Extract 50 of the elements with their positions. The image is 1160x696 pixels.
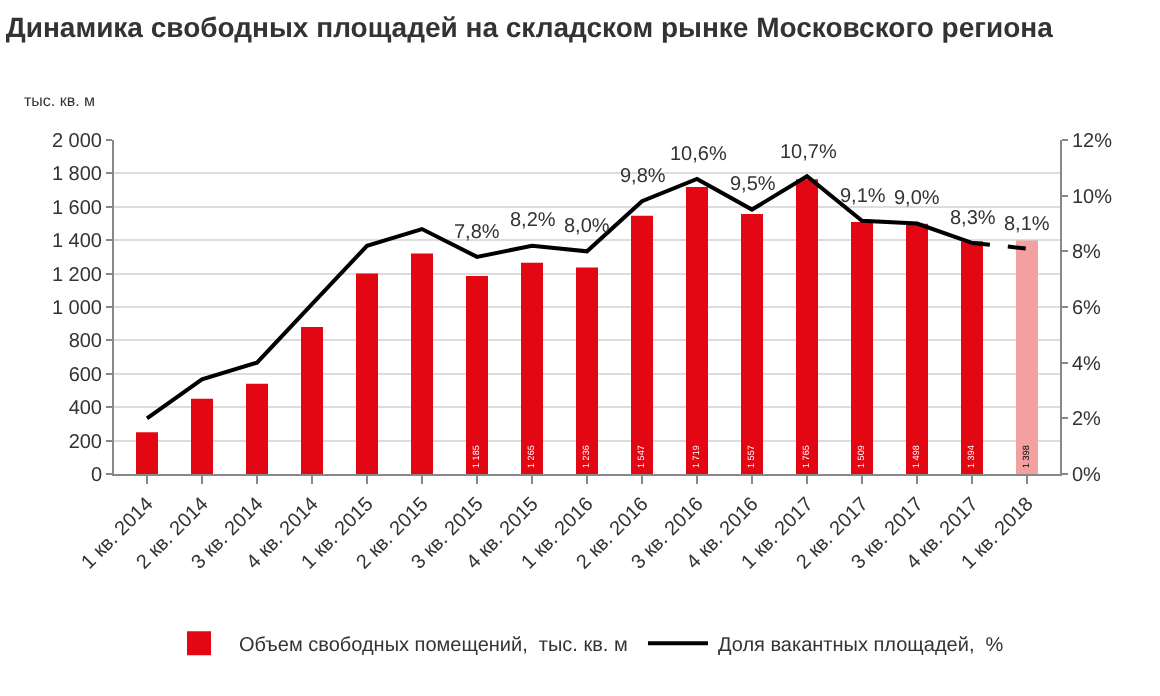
bar [576, 267, 598, 474]
chart-title: Динамика свободных площадей на складском рынке Московского региона [5, 11, 1054, 43]
bar [796, 179, 818, 474]
bar [356, 273, 378, 474]
y2-tick-label: 10% [1072, 186, 1113, 209]
bar [191, 398, 213, 474]
data-label: 9,8% [620, 166, 666, 188]
y2-tick-label: 8% [1072, 242, 1102, 265]
data-label: 10,7% [780, 142, 837, 164]
y2-tick-label: 12% [1072, 131, 1113, 153]
y-axis-title: тыс. кв. м [24, 92, 96, 110]
y-tick-label: 600 [68, 364, 103, 387]
data-label: 8,3% [950, 208, 996, 230]
y2-tick-label: 6% [1072, 298, 1102, 320]
data-label: 9,0% [894, 188, 940, 210]
bar [466, 276, 488, 474]
data-label: 8,0% [564, 216, 610, 238]
bar [136, 432, 158, 474]
y-tick-label: 1 000 [51, 298, 103, 320]
y2-tick-label: 2% [1072, 409, 1102, 432]
y-tick-label: 2 000 [51, 131, 103, 153]
data-label: 7,8% [454, 222, 500, 244]
data-label: 8,2% [510, 210, 556, 232]
bar [631, 215, 653, 474]
bar [411, 253, 433, 474]
bar [521, 262, 543, 474]
bar [246, 383, 268, 474]
y-tick-label: 400 [68, 398, 103, 421]
bar [906, 223, 928, 474]
bar [301, 327, 323, 474]
y-tick-label: 200 [68, 431, 103, 454]
bar [741, 213, 763, 474]
y-tick-label: 800 [68, 331, 103, 354]
legend-label: Доля вакантных площадей, % [717, 635, 1004, 658]
bar [686, 186, 708, 474]
y-tick-label: 0 [90, 465, 103, 487]
y-tick-label: 1 600 [51, 197, 103, 220]
bar [851, 222, 873, 474]
legend-label: Объем свободных помещений, тыс. кв. м [239, 635, 628, 658]
y-tick-label: 1 400 [51, 231, 103, 254]
data-label: 9,5% [730, 174, 776, 196]
y-tick-label: 1 200 [51, 264, 103, 287]
y-tick-label: 1 800 [51, 164, 103, 187]
bar [961, 241, 983, 474]
data-label: 8,1% [1004, 214, 1050, 236]
data-label: 9,1% [840, 186, 886, 208]
y2-tick-label: 4% [1072, 353, 1102, 376]
y2-tick-label: 0% [1072, 465, 1102, 487]
data-label: 10,6% [670, 144, 727, 166]
bar [1016, 240, 1038, 474]
